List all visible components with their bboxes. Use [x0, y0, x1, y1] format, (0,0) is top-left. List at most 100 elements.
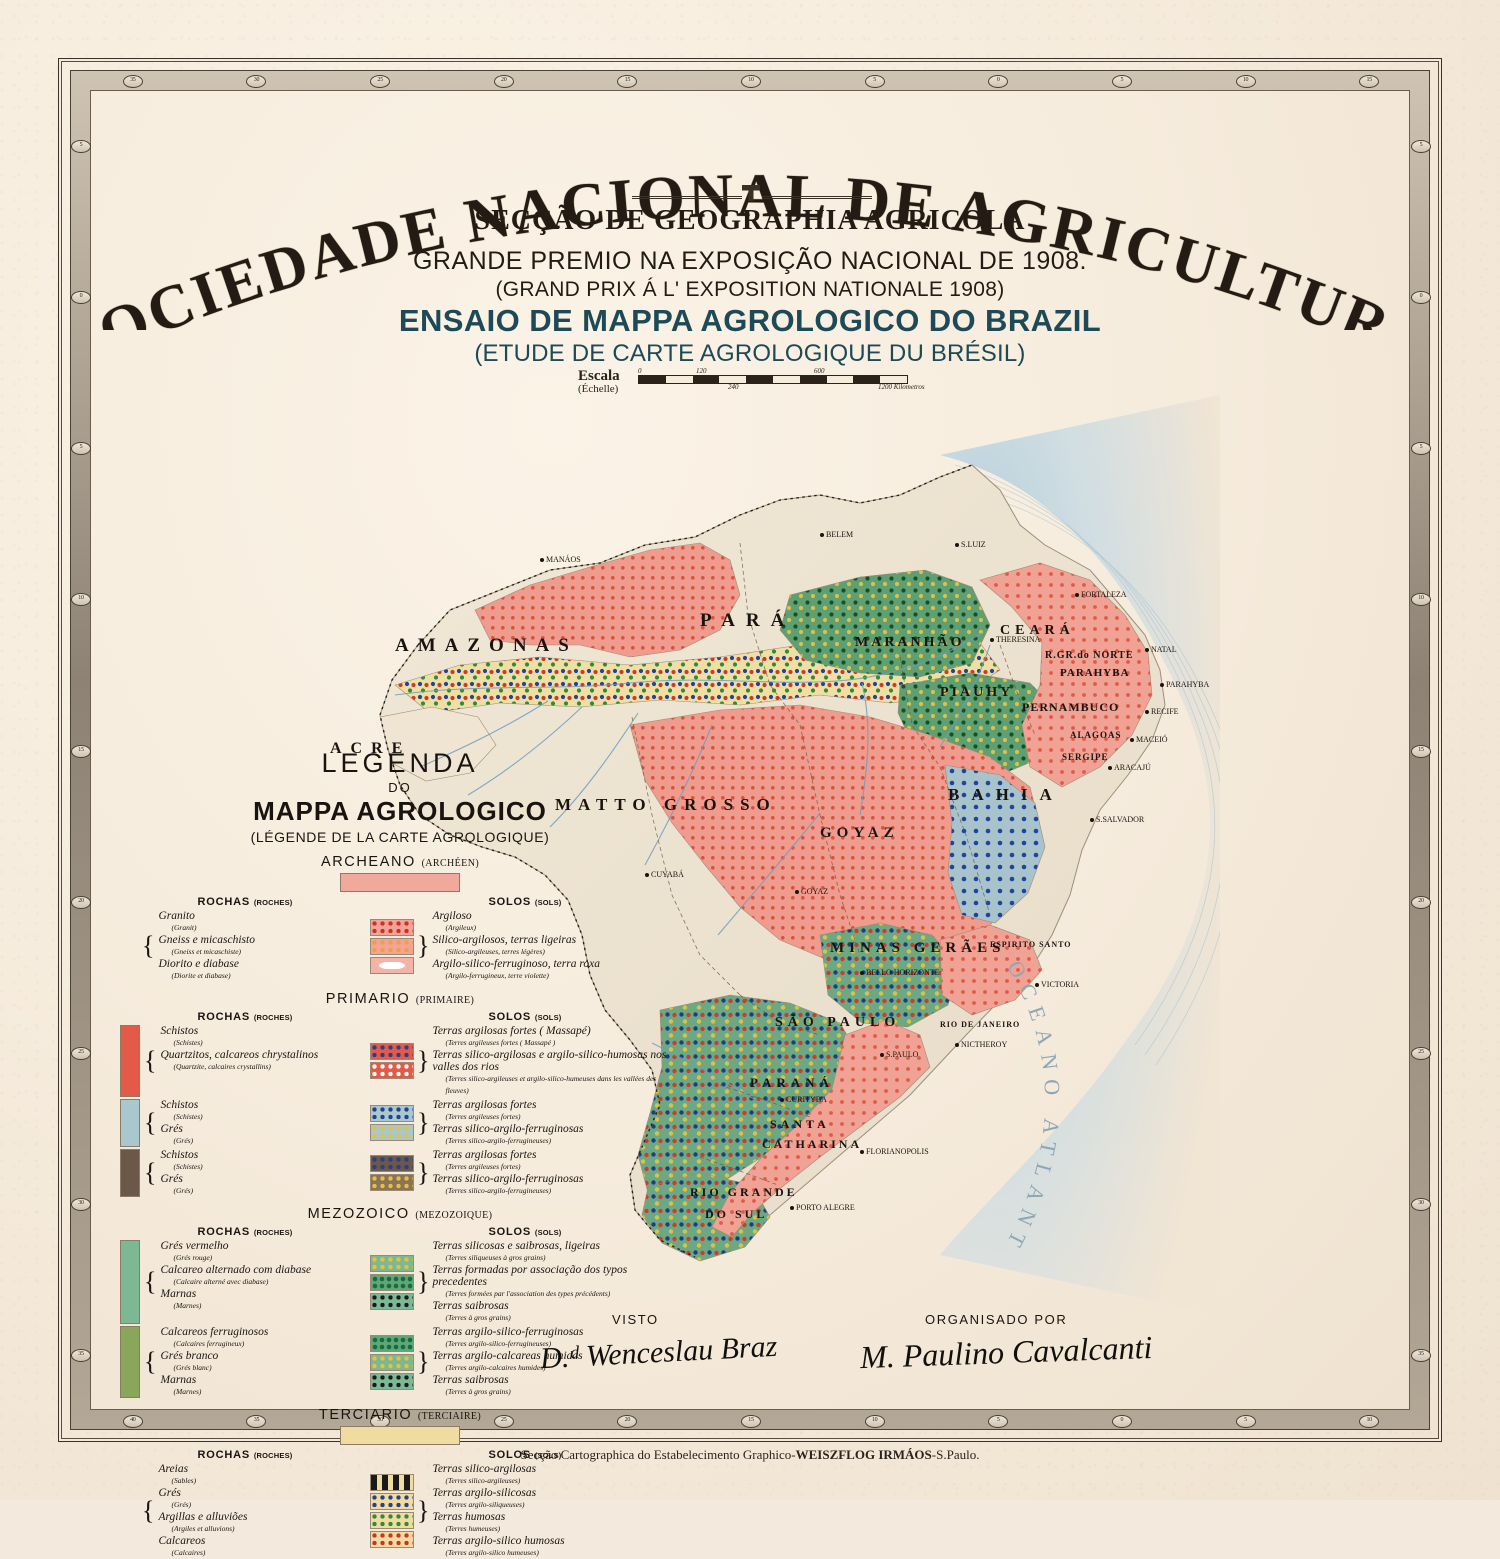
legend-era-heading: ARCHEANO (ARCHÉEN)	[120, 854, 680, 870]
legend-soil-item: Terras argilosas fortes ( Massapé) (Terre…	[432, 1025, 680, 1049]
legend-col-header-rochas: ROCHAS (ROCHES)	[197, 1449, 293, 1461]
main-map-title: ENSAIO DE MAPPA AGROLOGICO DO BRAZIL	[398, 303, 1102, 338]
organisado-label: ORGANISADO POR	[925, 1312, 1068, 1327]
legend-soil-swatch	[370, 1512, 414, 1529]
frame-tick: 5	[1235, 1414, 1256, 1428]
legend-soil-item-fr: (Terres argilo-silico humeuses)	[445, 1548, 539, 1557]
legend-rock-item-fr: (Grés blanc)	[173, 1363, 212, 1372]
frame-tick: 15	[71, 744, 91, 758]
legend-soil-item-fr: (Terres silico-argileuses et argilo-sili…	[445, 1074, 657, 1095]
ocean-shading	[940, 395, 1220, 1315]
legend-col-header-solos: SOLOS (SOLS)	[488, 896, 562, 908]
legend-era-name-fr: (MEZOZOIQUE)	[415, 1210, 493, 1221]
legend-rock-item-fr: (Marnes)	[173, 1301, 202, 1310]
legend-rock-item: Marnas (Marnes)	[160, 1288, 311, 1312]
frame-tick: 5	[71, 442, 91, 456]
grande-premio-line: GRANDE PREMIO NA EXPOSIÇÃO NACIONAL DE 1…	[412, 247, 1088, 275]
legend-era-swatch	[340, 1426, 460, 1445]
legend-soil-item: Terras humosas (Terres humeuses)	[432, 1511, 564, 1535]
legend-soil-swatch	[370, 1174, 414, 1191]
legend-soils-column: } Argiloso (Argileux) Silico-argilosos, ter…	[370, 910, 680, 982]
legend-title-line4: (LÉGENDE DE LA CARTE AGROLOGIQUE)	[250, 829, 550, 845]
legend-brace: {	[142, 931, 155, 960]
legend-rock-item-fr: (Grés)	[173, 1186, 194, 1195]
legend-soil-item: Terras argilo-silico-ferruginosas (Terres…	[432, 1326, 584, 1348]
legend-title-line3: MAPPA AGROLOGICO	[253, 796, 547, 826]
frame-tick: 10	[1411, 593, 1431, 607]
legend-soil-swatch	[370, 1124, 414, 1141]
printer-credit: Secção Cartographica do Estabelecimento …	[0, 1447, 1500, 1463]
legend-title-line1: LEGENDA	[321, 748, 479, 778]
rivers	[394, 632, 991, 1110]
legend-brace: }	[417, 1108, 430, 1137]
legend-soil-item-fr: (Silico-argileuses, terres légères)	[445, 947, 545, 956]
legend-soil-swatch	[370, 1493, 414, 1510]
frame-tick: 0	[1411, 291, 1431, 305]
legend-brace: {	[144, 1267, 157, 1296]
legend-soil-swatch	[370, 1043, 414, 1060]
legend-era-heading: MEZOZOICO (MEZOZOIQUE)	[120, 1206, 680, 1222]
legend-title-line2: DO	[388, 780, 412, 795]
scale-label-fr: (Échelle)	[578, 383, 619, 395]
legend-era: MEZOZOICO (MEZOZOIQUE) ROCHAS (ROCHES) SOL…	[120, 1206, 680, 1398]
frame-tick: 0	[988, 74, 1009, 88]
legend-col-header-solos: SOLOS (SOLS)	[488, 1449, 562, 1461]
legend-soil-swatch	[370, 937, 414, 955]
legend-soil-item: Silico-argilosos, terras ligeiras (Silico…	[432, 934, 600, 958]
legend-rock-item: Granito (Granit)	[158, 910, 254, 934]
frame-tick: 5	[71, 140, 91, 154]
legend-soil-item: Terras argilosas fortes (Terres argileuse…	[432, 1099, 583, 1123]
scale-tick-label: 0	[638, 367, 642, 375]
state-boundaries	[631, 542, 1036, 1186]
legend-soil-item-fr: (Terres argileuses fortes ( Massapé )	[445, 1038, 556, 1047]
title-divider-right	[762, 196, 872, 199]
visto-label: VISTO	[612, 1312, 659, 1327]
title-ornament	[742, 185, 760, 201]
legend-brace: {	[142, 1496, 155, 1525]
legend-col-header-solos: SOLOS (SOLS)	[488, 1011, 562, 1023]
legend-rock-item: Areias (Sables)	[158, 1463, 247, 1487]
national-border	[379, 464, 973, 1258]
legend-soil-swatch	[370, 1292, 414, 1310]
frame-tick: 10	[864, 1414, 885, 1428]
frame-tick: 30	[246, 74, 267, 88]
section-subtitle: SECÇÃO DE GEOGRAPHIA AGRICOLA	[474, 205, 1026, 236]
legend-era-heading: PRIMARIO (PRIMAIRE)	[120, 991, 680, 1007]
legend-soil-item-fr: (Argileux)	[445, 923, 477, 932]
frame-tick: 15	[1359, 74, 1380, 88]
legend-rock-item: Marnas (Marnes)	[160, 1374, 268, 1398]
map-svg	[379, 395, 1220, 1315]
frame-tick: 30	[71, 1197, 91, 1211]
legend-soil-item: Terras silico-argilosas e argilo-silico-…	[432, 1049, 680, 1097]
legend-soil-item-fr: (Terres à gros grains)	[445, 1387, 511, 1396]
legend-rock-item-fr: (Grés rouge)	[173, 1253, 213, 1262]
legend-col-header-rochas: ROCHAS (ROCHES)	[197, 1011, 293, 1023]
legend-soil-swatch	[370, 1273, 414, 1291]
scale-tick-label: 240	[728, 383, 739, 391]
legend-soil-item-fr: (Terres argilo-siliqueuses)	[445, 1500, 525, 1509]
frame-tick: 5	[864, 74, 885, 88]
legend-soil-item-fr: (Argilo-ferrugineux, terre violette)	[445, 971, 549, 980]
legend-soil-swatch	[370, 1062, 414, 1079]
legend-rocks-column: {Schistos (Schistes) Quartzitos, calcareos…	[120, 1025, 370, 1097]
legend-soils-column: } Terras argilosas fortes (Terres argileus…	[370, 1149, 680, 1197]
legend-soil-swatch	[370, 1155, 414, 1172]
legend-era: ARCHEANO (ARCHÉEN) ROCHAS (ROCHES) SOLOS (…	[120, 854, 680, 982]
legend-era-name: PRIMARIO	[325, 991, 411, 1007]
frame-tick: 35	[1411, 1348, 1431, 1362]
legend-soil-item: Terras silico-argilo-ferruginosas (Terres…	[432, 1123, 584, 1145]
legend-rock-item: Calcareos (Calcaires)	[158, 1535, 247, 1559]
legend-rock-item-fr: (Schistes)	[173, 1162, 203, 1171]
legend-soil-item: Terras silico-argilosas (Terres silico-ar…	[432, 1463, 564, 1487]
legend-soil-item: Terras saibrosas (Terres à gros grains)	[432, 1374, 583, 1398]
credit-firm: WEISZFLOG IRMÁOS	[795, 1447, 932, 1462]
legend-col-header-solos: SOLOS (SOLS)	[488, 1226, 562, 1238]
frame-tick: 10	[741, 74, 761, 88]
frame-tick: 20	[617, 1414, 638, 1428]
legend-panel: LEGENDA DO MAPPA AGROLOGICO (LÉGENDE DE …	[120, 748, 680, 1559]
legend-brace: }	[417, 1158, 430, 1187]
legend-soils-column: } Terras argilosas fortes ( Massapé) (Terr…	[370, 1025, 680, 1097]
frame-tick: 20	[493, 74, 514, 88]
legend-rock-item: Gneiss e micaschisto (Gneiss et micaschis…	[158, 934, 255, 956]
legend-soil-item-fr: (Terres argileuses fortes)	[445, 1162, 521, 1171]
